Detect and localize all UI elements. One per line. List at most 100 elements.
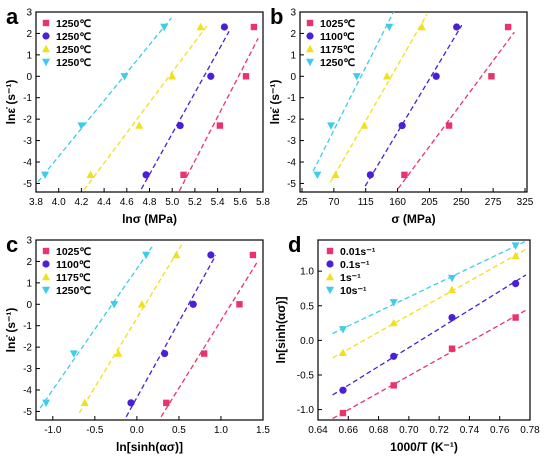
series-2 bbox=[83, 22, 208, 191]
data-point bbox=[417, 22, 426, 31]
y-tick-label: 0.5 bbox=[300, 301, 314, 312]
legend-label: 1250℃ bbox=[56, 31, 91, 43]
data-point bbox=[249, 251, 257, 259]
y-tick-label: -1 bbox=[23, 93, 32, 104]
legend-marker bbox=[42, 58, 50, 67]
data-point bbox=[176, 121, 184, 130]
fit-line bbox=[332, 248, 527, 359]
x-tick-label: 4.8 bbox=[143, 197, 157, 208]
fit-line bbox=[125, 255, 217, 418]
panel-label: c bbox=[6, 232, 18, 257]
data-point bbox=[512, 314, 519, 321]
data-point bbox=[445, 122, 453, 129]
series-2 bbox=[329, 13, 428, 183]
x-tick-label: 4.4 bbox=[97, 197, 111, 208]
x-tick-label: 0.64 bbox=[308, 425, 328, 436]
legend-marker bbox=[306, 32, 314, 40]
x-tick-label: 0.78 bbox=[520, 425, 540, 436]
series-0 bbox=[160, 251, 259, 418]
legend-label: 1250℃ bbox=[56, 18, 91, 30]
data-point bbox=[168, 72, 177, 80]
data-point bbox=[453, 23, 461, 31]
y-tick-label: -4 bbox=[23, 158, 32, 169]
fit-line bbox=[364, 24, 463, 187]
y-tick-label: -5 bbox=[23, 407, 32, 418]
y-tick-label: -3 bbox=[23, 136, 32, 147]
data-point bbox=[142, 171, 150, 179]
legend-marker bbox=[42, 44, 50, 53]
y-tick-label: -1.0 bbox=[297, 405, 315, 416]
data-point bbox=[512, 280, 520, 288]
data-point bbox=[80, 398, 89, 407]
data-point bbox=[86, 170, 95, 179]
data-point bbox=[142, 251, 151, 260]
fit-line bbox=[312, 12, 395, 172]
x-tick-label: 4.2 bbox=[74, 197, 88, 208]
data-point bbox=[385, 23, 394, 32]
y-tick-label: 3 bbox=[26, 236, 32, 247]
data-point bbox=[352, 73, 361, 81]
series-1 bbox=[332, 274, 527, 396]
x-tick-label: 5.2 bbox=[188, 197, 202, 208]
legend-marker bbox=[306, 58, 314, 67]
y-axis-label: lnε̇ (s⁻¹) bbox=[4, 308, 18, 353]
x-tick-label: 0.68 bbox=[369, 425, 389, 436]
fit-line bbox=[160, 260, 259, 418]
y-tick-label: 1 bbox=[290, 50, 296, 61]
legend-label: 1250℃ bbox=[56, 57, 91, 69]
fit-line bbox=[332, 274, 527, 396]
fit-line bbox=[178, 38, 259, 192]
data-point bbox=[504, 23, 512, 31]
data-point bbox=[242, 73, 250, 80]
y-tick-label: 1 bbox=[26, 278, 32, 289]
fit-line bbox=[140, 30, 230, 190]
y-tick-label: -2 bbox=[287, 115, 296, 126]
plot-frame bbox=[35, 239, 264, 421]
data-point bbox=[137, 300, 146, 308]
data-point bbox=[160, 23, 169, 32]
data-point bbox=[448, 313, 456, 322]
data-point bbox=[200, 350, 208, 357]
plot-frame bbox=[299, 11, 528, 193]
panel-label: b bbox=[270, 4, 283, 29]
legend-label: 10s⁻¹ bbox=[340, 285, 367, 297]
data-point bbox=[366, 171, 374, 179]
legend-marker bbox=[306, 19, 314, 27]
series-1 bbox=[364, 23, 463, 187]
data-point bbox=[135, 121, 144, 129]
panel-label: a bbox=[6, 4, 19, 29]
data-point bbox=[432, 72, 440, 80]
series-1 bbox=[140, 23, 230, 190]
legend-label: 1025℃ bbox=[56, 246, 91, 258]
data-point bbox=[250, 23, 258, 31]
data-point bbox=[114, 349, 123, 357]
y-tick-label: -5 bbox=[23, 179, 32, 190]
data-point bbox=[511, 242, 520, 250]
legend-label: 1s⁻¹ bbox=[340, 272, 361, 284]
data-point bbox=[120, 73, 129, 81]
fit-line bbox=[329, 13, 428, 183]
legend-label: 0.01s⁻¹ bbox=[340, 246, 376, 258]
x-tick-label: 160 bbox=[389, 197, 406, 208]
legend-marker bbox=[42, 260, 50, 268]
x-tick-label: 275 bbox=[485, 197, 502, 208]
y-tick-label: 0 bbox=[26, 72, 32, 83]
data-point bbox=[389, 318, 398, 327]
y-axis-label: lnε̇ (s⁻¹) bbox=[268, 80, 282, 125]
data-point bbox=[236, 301, 243, 308]
data-point bbox=[77, 122, 86, 130]
data-point bbox=[172, 250, 181, 259]
legend-marker bbox=[326, 286, 334, 295]
data-point bbox=[488, 73, 495, 80]
data-point bbox=[398, 121, 406, 130]
y-tick-label: 2 bbox=[26, 29, 32, 40]
panel-d: 0.64 0.66 0.68 0.70 0.72 0.74 0.76 0.78 -1.0 -0.5… bbox=[274, 232, 540, 454]
y-tick-label: -4 bbox=[23, 386, 32, 397]
x-tick-label: 0.66 bbox=[339, 425, 359, 436]
data-point bbox=[41, 171, 50, 180]
data-point bbox=[389, 299, 398, 307]
y-tick-label: 2 bbox=[26, 257, 32, 268]
y-tick-label: 1 bbox=[26, 50, 32, 61]
x-tick-label: -0.5 bbox=[86, 425, 104, 436]
x-tick-label: 325 bbox=[517, 197, 534, 208]
